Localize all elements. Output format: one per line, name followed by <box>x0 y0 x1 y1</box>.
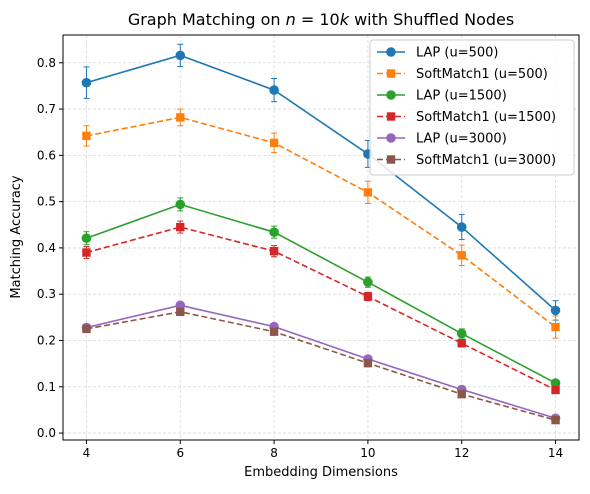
data-point <box>269 138 279 148</box>
legend-label: LAP (u=3000) <box>416 132 507 147</box>
series-line <box>86 54 557 311</box>
x-tick-label: 4 <box>83 446 91 460</box>
data-point <box>456 328 467 339</box>
data-point <box>81 233 92 243</box>
data-point <box>551 415 560 425</box>
y-tick-label: 0.4 <box>37 241 56 255</box>
legend-marker <box>386 90 396 100</box>
legend-item: SoftMatch1 (u=1500) <box>377 110 556 125</box>
y-axis-label: Matching Accuracy <box>9 175 24 299</box>
data-point <box>457 339 466 348</box>
data-point <box>82 248 91 257</box>
data-point <box>176 222 185 232</box>
y-tick-label: 0.8 <box>37 56 56 70</box>
series-line <box>86 226 556 391</box>
data-point <box>363 277 373 287</box>
y-tick-label: 0.3 <box>37 287 56 301</box>
y-tick-label: 0.6 <box>37 148 56 162</box>
series-line <box>86 304 556 420</box>
data-point <box>175 50 186 61</box>
legend-marker <box>386 155 396 164</box>
data-point <box>363 188 373 197</box>
legend-label: SoftMatch1 (u=1500) <box>416 110 556 125</box>
data-point <box>550 378 561 388</box>
legend-item: LAP (u=3000) <box>377 132 507 147</box>
data-point <box>550 305 561 316</box>
y-tick-label: 0.7 <box>37 102 56 116</box>
data-point <box>82 324 91 334</box>
data-point <box>269 85 279 95</box>
legend-label: LAP (u=500) <box>416 46 499 61</box>
data-point <box>175 199 186 210</box>
x-tick-label: 6 <box>176 446 184 460</box>
series-3 <box>81 197 561 388</box>
series-6 <box>82 307 560 425</box>
legend-marker <box>386 133 396 143</box>
data-point <box>551 385 560 395</box>
data-point <box>551 322 560 332</box>
series-5 <box>81 300 561 424</box>
legend-box <box>369 39 575 176</box>
series-line <box>86 203 556 384</box>
data-point <box>269 227 279 237</box>
data-point <box>176 307 185 316</box>
x-tick-label: 10 <box>360 446 375 460</box>
legend-marker <box>386 112 396 121</box>
y-tick-label: 0.0 <box>37 426 56 440</box>
legend-item: SoftMatch1 (u=500) <box>377 67 548 82</box>
data-point <box>176 113 185 122</box>
legend-label: SoftMatch1 (u=3000) <box>416 153 556 168</box>
data-point <box>269 246 279 256</box>
legend-label: LAP (u=1500) <box>416 89 507 104</box>
series-1 <box>81 43 561 321</box>
series-line <box>86 116 557 328</box>
series-4 <box>82 220 560 395</box>
plot-frame <box>62 34 580 441</box>
series-2 <box>82 108 560 339</box>
legend-item: LAP (u=500) <box>377 46 499 61</box>
legend-marker <box>386 47 396 57</box>
data-point <box>81 77 92 88</box>
legend: LAP (u=500) SoftMatch1 (u=500) LAP (u=1500… <box>369 39 575 176</box>
data-point <box>457 251 466 260</box>
y-tick-label: 0.1 <box>37 380 56 394</box>
y-tick-label: 0.2 <box>37 333 56 347</box>
data-point <box>456 222 467 232</box>
x-axis-label: Embedding Dimensions <box>244 465 398 480</box>
legend-marker <box>386 69 396 78</box>
chart-title: Graph Matching on n = 10k with Shuffled … <box>128 10 514 29</box>
data-point <box>363 292 373 301</box>
data-point <box>269 327 279 336</box>
legend-item: SoftMatch1 (u=3000) <box>377 153 556 168</box>
legend-item: LAP (u=1500) <box>377 89 507 104</box>
series-line <box>86 310 556 421</box>
data-point <box>363 358 373 368</box>
series-layer <box>81 43 561 425</box>
x-tick-label: 12 <box>454 446 469 460</box>
y-tick-label: 0.5 <box>37 195 56 209</box>
legend-label: SoftMatch1 (u=500) <box>416 67 548 82</box>
data-point <box>82 131 91 141</box>
data-point <box>457 389 466 399</box>
x-tick-label: 14 <box>548 446 563 460</box>
axis-ticks: 4 6 8 10 12 14 0.0 0.1 0.2 0.3 0.4 0.5 0.6 0.7 0.8 <box>37 56 563 460</box>
x-tick-label: 8 <box>270 446 278 460</box>
